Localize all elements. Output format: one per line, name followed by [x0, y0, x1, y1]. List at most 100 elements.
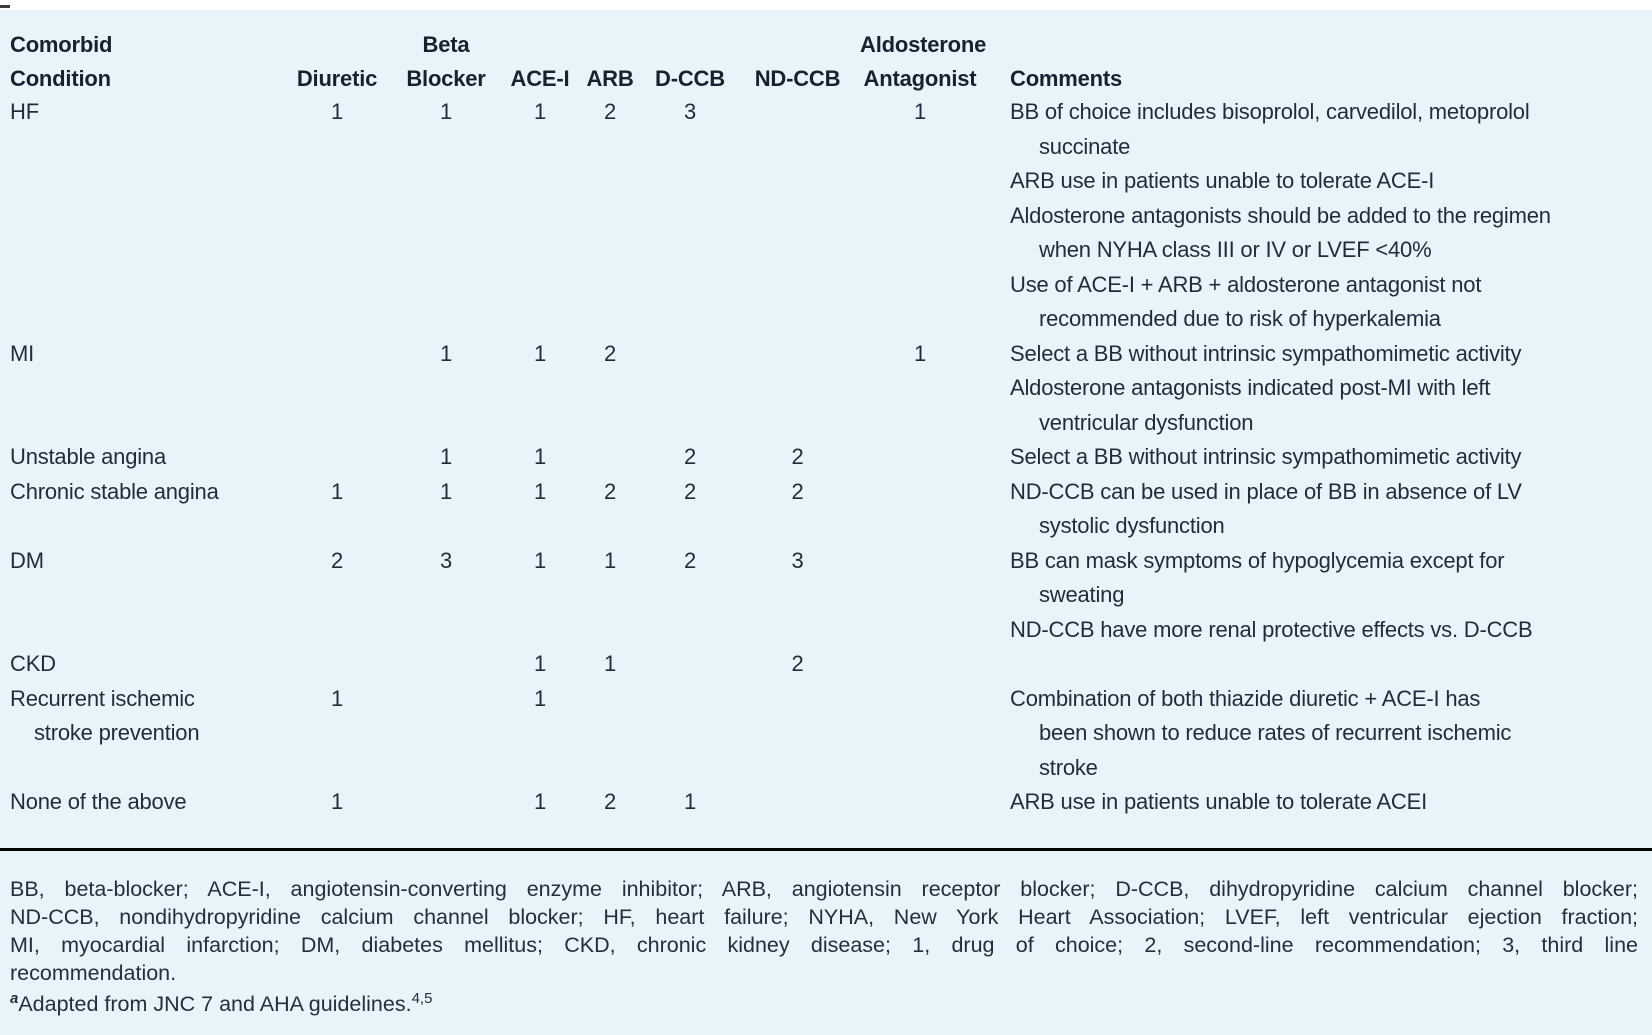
- table-row: None of the above 1 1 2 1 ARB use in patients…: [0, 785, 1652, 820]
- table-row: DM 2 3 1 1 2 3 BB can mask symptoms of hypoglyc…: [0, 544, 1652, 648]
- cell-nd_ccb: 2: [791, 478, 804, 504]
- cell-arb: [575, 682, 645, 786]
- cell-d_ccb: 1: [683, 789, 697, 814]
- cell-aldosterone_antagonist: [860, 647, 980, 682]
- cell-beta_blocker: 3: [439, 547, 453, 573]
- comment: ARB use in patients unable to tolerate A…: [1010, 168, 1435, 193]
- comment: ND-CCB can be used in place of BB in abs…: [1010, 478, 1522, 539]
- comment: Select a BB without intrinsic sympathomi…: [1010, 444, 1522, 469]
- cell-aldosterone_antagonist: [860, 682, 980, 786]
- cell-ace_i: 1: [533, 444, 547, 469]
- column-header-nd_ccb: ND-CCB: [754, 65, 841, 91]
- cell-ace_i: 1: [533, 99, 547, 124]
- cell-aldosterone_antagonist: [860, 440, 980, 475]
- cell-nd_ccb: [735, 337, 860, 441]
- column-header-comments: Comments: [1010, 65, 1123, 91]
- column-header-diuretic: Diuretic: [296, 65, 378, 91]
- comment: Select a BB without intrinsic sympathomi…: [1010, 340, 1522, 366]
- cell-condition: Unstable angina: [10, 444, 167, 469]
- cell-beta_blocker: 1: [439, 444, 453, 469]
- cell-nd_ccb: [735, 682, 860, 786]
- cell-aldosterone_antagonist: [860, 475, 980, 544]
- cell-diuretic: 1: [330, 789, 344, 814]
- column-header-condition: Comorbid Condition: [10, 32, 113, 91]
- table-footnotes: BB, beta-blocker; ACE-I, angiotensin-con…: [0, 875, 1652, 1018]
- cell-aldosterone_antagonist: [860, 544, 980, 648]
- column-header-beta_blocker: Beta Blocker: [406, 32, 486, 91]
- cell-beta_blocker: 1: [439, 99, 453, 124]
- cell-arb: 2: [603, 789, 617, 814]
- cell-nd_ccb: 2: [791, 444, 804, 469]
- cell-diuretic: 1: [330, 685, 344, 711]
- cell-comments: Combination of both thiazide diuretic + …: [980, 682, 1652, 786]
- comorbid-drug-table: Comorbid Condition Diuretic Beta Blocker ACE-…: [0, 28, 1652, 820]
- comment: Use of ACE-I + ARB + aldosterone antagon…: [1010, 271, 1482, 332]
- table-row: MI 1 1 2 1 Select a BB without intrinsic symp…: [0, 337, 1652, 441]
- comment: ND-CCB have more renal protective effect…: [1010, 616, 1533, 642]
- cell-d_ccb: 3: [683, 99, 697, 124]
- table-panel: Comorbid Condition Diuretic Beta Blocker ACE-…: [0, 10, 1652, 1035]
- cell-d_ccb: [645, 337, 735, 441]
- cell-beta_blocker: [387, 785, 505, 820]
- cell-diuretic: [287, 647, 387, 682]
- footnote-marker: a: [10, 989, 19, 1007]
- table-row: Unstable angina 1 1 2 2 Select a BB without i…: [0, 440, 1652, 475]
- scan-artifact-dash: [0, 5, 10, 8]
- cell-ace_i: 1: [533, 547, 547, 573]
- cell-ace_i: 1: [533, 651, 547, 676]
- cell-aldosterone_antagonist: 1: [913, 340, 927, 366]
- comment: BB can mask symptoms of hypoglycemia exc…: [1010, 547, 1505, 608]
- table-row: HF 1 1 1 2 3 1 BB of choice includes bisoprolol…: [0, 95, 1652, 337]
- cell-condition: Chronic stable angina: [10, 478, 219, 504]
- cell-d_ccb: 2: [683, 547, 697, 573]
- cell-comments: ARB use in patients unable to tolerate A…: [980, 785, 1652, 820]
- cell-beta_blocker: [387, 682, 505, 786]
- cell-nd_ccb: [735, 95, 860, 337]
- table-bottom-rule: [0, 847, 1652, 851]
- cell-d_ccb: [645, 682, 735, 786]
- comment: Combination of both thiazide diuretic + …: [1010, 685, 1512, 780]
- cell-arb: 1: [603, 547, 617, 573]
- cell-nd_ccb: 2: [791, 651, 804, 676]
- cell-condition: Recurrent ischemic stroke prevention: [10, 685, 200, 746]
- abbreviations-line: MI, myocardial infarction; DM, diabetes …: [10, 932, 1638, 957]
- table-row: Chronic stable angina 1 1 1 2 2 2 ND-CCB can be…: [0, 475, 1652, 544]
- source-note: aAdapted from JNC 7 and AHA guidelines.4…: [10, 990, 1638, 1018]
- cell-d_ccb: [645, 647, 735, 682]
- cell-condition: MI: [10, 340, 35, 366]
- column-header-d_ccb: D-CCB: [655, 65, 725, 91]
- abbreviations-line: BB, beta-blocker; ACE-I, angiotensin-con…: [10, 876, 1638, 901]
- cell-ace_i: 1: [533, 789, 547, 814]
- source-text: Adapted from JNC 7 and AHA guidelines.: [18, 991, 412, 1016]
- cell-comments: Select a BB without intrinsic sympathomi…: [980, 440, 1652, 475]
- cell-condition: CKD: [10, 651, 56, 676]
- cell-diuretic: 1: [330, 99, 344, 124]
- column-header-arb: ARB: [586, 65, 634, 91]
- cell-beta_blocker: 1: [439, 478, 453, 504]
- cell-diuretic: 1: [330, 478, 344, 504]
- cell-condition: None of the above: [10, 789, 187, 814]
- cell-beta_blocker: 1: [439, 340, 453, 366]
- cell-condition: DM: [10, 547, 44, 573]
- cell-diuretic: 2: [330, 547, 344, 573]
- comment: ARB use in patients unable to tolerate A…: [1010, 789, 1427, 814]
- cell-comments: Select a BB without intrinsic sympathomi…: [980, 337, 1652, 441]
- cell-comments: BB of choice includes bisoprolol, carved…: [980, 95, 1652, 337]
- cell-d_ccb: 2: [683, 444, 697, 469]
- cell-ace_i: 1: [533, 478, 547, 504]
- cell-comments: BB can mask symptoms of hypoglycemia exc…: [980, 544, 1652, 648]
- reference-numbers: 4,5: [411, 989, 433, 1007]
- cell-ace_i: 1: [533, 685, 547, 711]
- cell-aldosterone_antagonist: 1: [913, 99, 927, 124]
- comment: BB of choice includes bisoprolol, carved…: [1010, 99, 1530, 159]
- column-header-ace_i: ACE-I: [510, 65, 570, 91]
- cell-arb: 1: [603, 651, 617, 676]
- comment: Aldosterone antagonists indicated post-M…: [1010, 375, 1491, 435]
- cell-comments: ND-CCB can be used in place of BB in abs…: [980, 475, 1652, 544]
- cell-comments: [980, 647, 1652, 682]
- table-row: Recurrent ischemic stroke prevention 1 1 Co…: [0, 682, 1652, 786]
- comment: Aldosterone antagonists should be added …: [1010, 202, 1551, 263]
- cell-diuretic: [287, 337, 387, 441]
- abbreviations-line: ND-CCB, nondihydropyridine calcium chann…: [10, 904, 1638, 929]
- cell-aldosterone_antagonist: [860, 785, 980, 820]
